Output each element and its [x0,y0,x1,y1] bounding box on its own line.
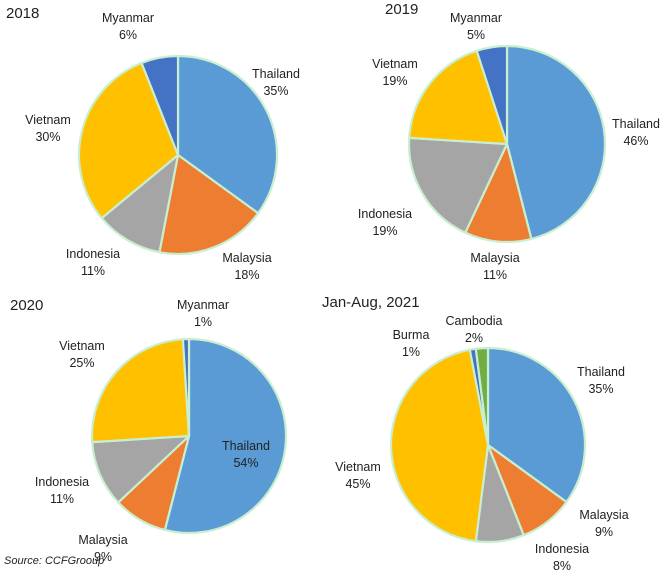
pie-slice-malaysia [158,153,260,256]
pie-panel: 2019 Thailand 46% Malaysia 11% Indonesia 19% Vi… [358,1,660,282]
pie-slice-vietnam [389,348,490,543]
pie-slice-thailand [176,54,279,215]
slice-label-malaysia: Malaysia 9% [579,508,628,539]
slice-label-myanmar: Myanmar 1% [177,298,229,329]
pie-slice-myanmar [140,54,180,157]
chart-title: 2019 [385,1,418,18]
pie-panel: 2018 Thailand 35% Malaysia 18% Indonesia 11% Vi… [6,5,300,282]
slice-label-vietnam: Vietnam 45% [335,460,381,491]
chart-title: 2020 [10,297,43,314]
pie-panel: Jan-Aug, 2021 Thailand 35% Malaysia 9%Indone… [322,294,629,573]
slice-label-malaysia: Malaysia 18% [222,251,271,282]
slice-label-vietnam: Vietnam 25% [59,339,105,370]
slice-label-cambodia: Cambodia 2% [446,314,503,345]
slice-label-indonesia: Indonesia 8% [535,542,589,573]
slice-label-thailand: Thailand 35% [252,67,300,98]
slice-label-myanmar: Myanmar 5% [450,11,502,42]
pie-panel: 2020 Thailand 54% Malaysia 9% Indonesia 11% Vie… [10,297,288,564]
chart-title: Jan-Aug, 2021 [322,294,420,311]
pie-slice-malaysia [464,142,533,244]
slice-label-burma: Burma 1% [393,328,430,359]
pie-slice-thailand [163,337,288,535]
slice-label-vietnam: Vietnam 19% [372,57,418,88]
slice-label-thailand: Thailand 46% [612,117,660,148]
pie-slice-indonesia [407,136,509,234]
slice-label-indonesia: Indonesia 11% [66,247,120,278]
slice-label-indonesia: Indonesia 19% [358,207,412,238]
chart-title: 2018 [6,5,39,22]
pie-slice-thailand [486,346,587,504]
pie-slice-vietnam [408,49,509,146]
slice-label-thailand: Thailand 54% [222,439,270,470]
source-note: Source: CCFGrooup [4,555,105,567]
slice-label-indonesia: Indonesia 11% [35,475,89,506]
slice-label-malaysia: Malaysia 11% [470,251,519,282]
slice-label-thailand: Thailand 35% [577,365,625,396]
slice-label-malaysia: Malaysia 9% [78,533,127,564]
slice-label-myanmar: Myanmar 6% [102,11,154,42]
pie-slice-vietnam [77,61,180,220]
pie-slice-cambodia [474,346,490,447]
slice-label-vietnam: Vietnam 30% [25,113,71,144]
pie-slice-vietnam [90,338,191,444]
pie-slice-indonesia [91,434,191,504]
pie-slice-myanmar [475,44,509,146]
pie-slice-thailand [505,44,607,241]
pie-slice-indonesia [100,153,180,254]
pie-slice-myanmar [181,337,191,438]
